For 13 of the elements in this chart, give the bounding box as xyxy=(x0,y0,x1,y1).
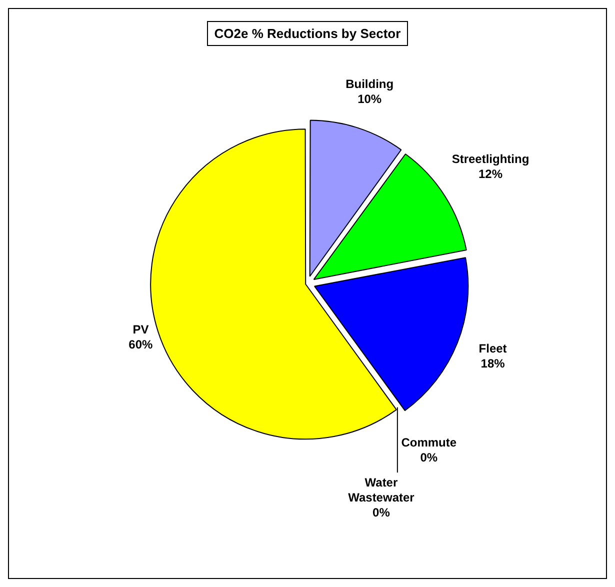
slice-label: Fleet xyxy=(478,342,507,356)
data-label: 18% xyxy=(480,356,506,371)
category-label: Commute xyxy=(401,435,457,450)
slice-label: Streetlighting xyxy=(452,152,530,166)
slice-label: PV xyxy=(132,322,149,337)
slice-label: Building xyxy=(346,77,394,92)
data-label: 60% xyxy=(128,338,154,352)
data-label: 10% xyxy=(358,92,382,106)
data-label: 12% xyxy=(478,167,503,182)
category-label: Water Wastewater xyxy=(348,475,414,504)
text: 0% xyxy=(420,450,438,464)
text: 0% xyxy=(372,505,390,520)
chart-title: CO2e % Reductions by Sector xyxy=(207,21,408,46)
